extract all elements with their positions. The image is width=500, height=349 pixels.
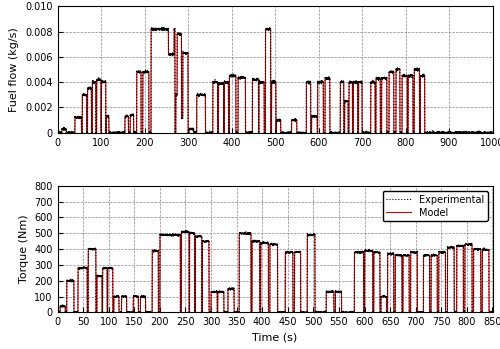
Experimental	[490, 129, 496, 134]
Line: Experimental: Experimental	[58, 230, 492, 312]
Model	[377, 310, 383, 314]
Experimental	[490, 310, 496, 314]
Model	[212, 290, 218, 294]
Model	[331, 131, 337, 135]
Experimental	[312, 114, 318, 118]
Line: Model: Model	[58, 232, 492, 312]
Model	[490, 310, 496, 314]
Experimental	[400, 254, 406, 258]
Y-axis label: Torque (Nm): Torque (Nm)	[18, 215, 28, 283]
Experimental	[400, 75, 406, 79]
X-axis label: Time (s): Time (s)	[252, 333, 298, 343]
Experimental	[312, 310, 318, 314]
Model	[76, 266, 82, 270]
Experimental	[377, 76, 383, 80]
Model	[212, 80, 218, 84]
Model	[312, 310, 318, 314]
Model	[400, 253, 406, 258]
Experimental	[331, 130, 337, 134]
Experimental	[331, 310, 337, 314]
Model	[400, 74, 406, 78]
Model	[76, 116, 82, 120]
Model	[54, 310, 60, 314]
Model	[490, 131, 496, 135]
Model	[377, 76, 383, 81]
Experimental	[161, 25, 167, 29]
Experimental	[54, 130, 60, 134]
Y-axis label: Fuel flow (kg/s): Fuel flow (kg/s)	[10, 27, 20, 112]
Experimental	[212, 80, 218, 84]
Experimental	[377, 310, 383, 314]
Experimental	[76, 116, 82, 120]
Line: Experimental: Experimental	[58, 27, 492, 133]
Experimental	[54, 310, 60, 314]
Experimental	[76, 266, 82, 270]
Model	[178, 230, 184, 234]
Model	[54, 131, 60, 135]
Model	[148, 27, 154, 31]
Legend: Experimental, Model: Experimental, Model	[382, 191, 488, 221]
Line: Model: Model	[58, 29, 492, 133]
Model	[331, 310, 337, 314]
Experimental	[212, 290, 218, 294]
Model	[312, 114, 318, 118]
Experimental	[54, 131, 60, 135]
Experimental	[182, 228, 188, 232]
